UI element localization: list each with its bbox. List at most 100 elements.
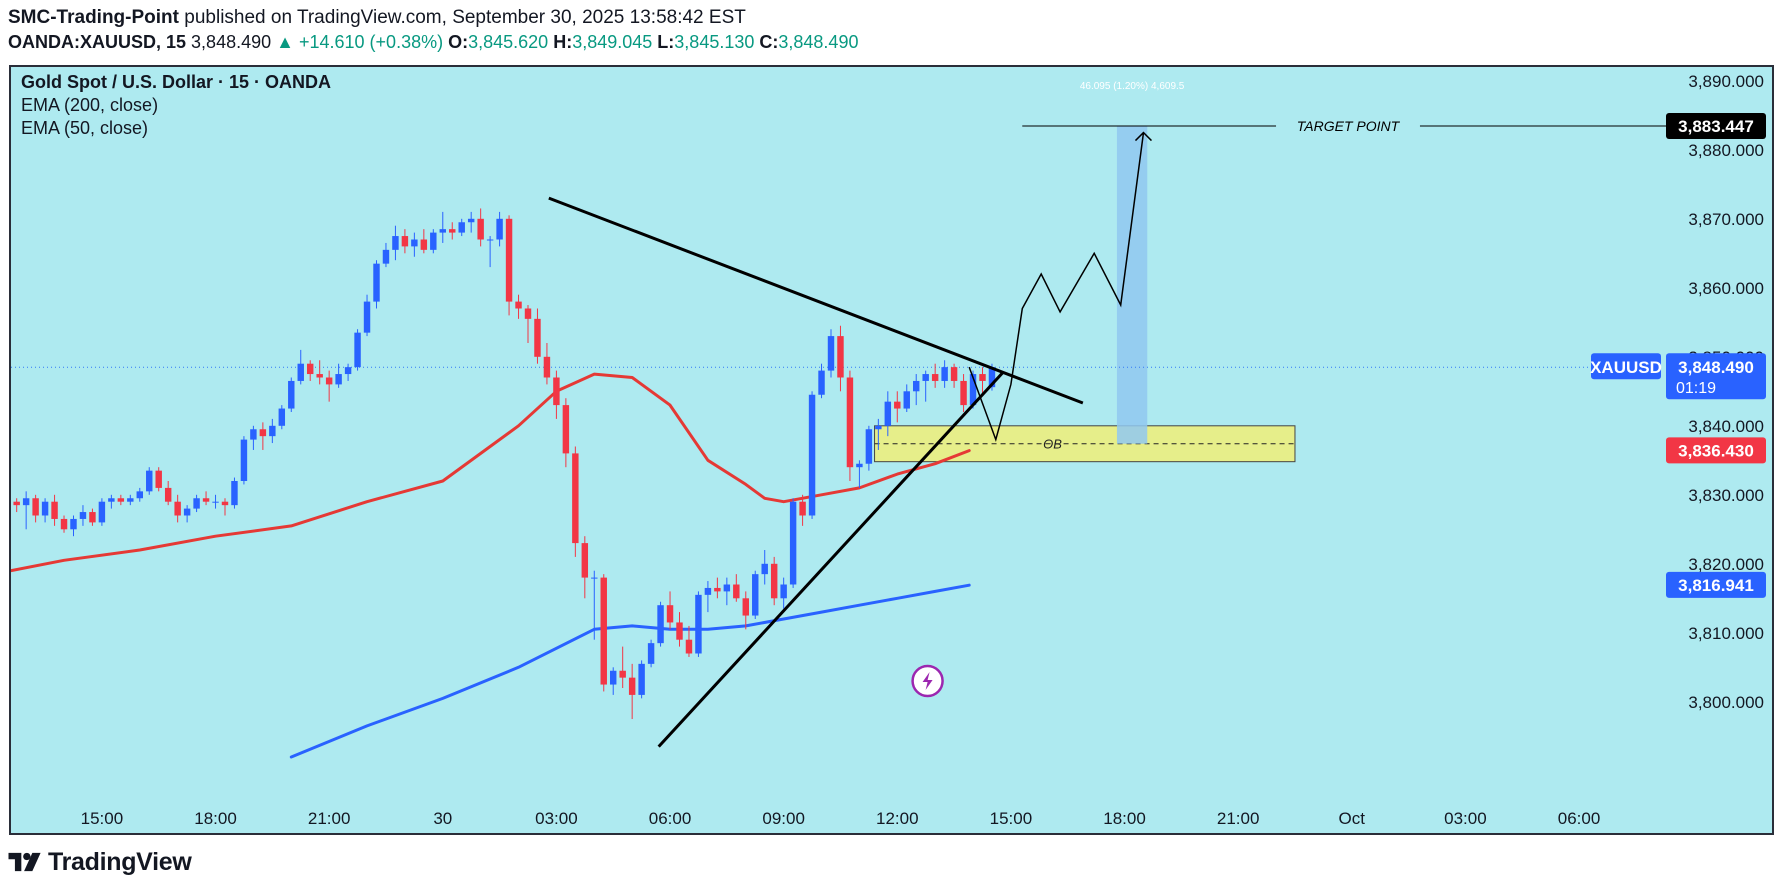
candle-body: [449, 229, 456, 233]
candle-body: [733, 584, 740, 599]
lightning-bolt-icon: [922, 672, 933, 690]
candle-body: [875, 425, 882, 430]
candle-body: [174, 501, 181, 516]
x-axis-tick-label: 06:00: [1558, 809, 1601, 828]
y-axis-tick-label: 3,880.000: [1688, 141, 1764, 160]
candle-body: [183, 508, 191, 516]
candle-body: [354, 332, 361, 368]
candle-body: [240, 439, 248, 481]
candle-body: [591, 577, 598, 579]
candle-body: [325, 377, 333, 385]
candle-body: [742, 598, 749, 616]
x-axis-tick-label: 03:00: [1444, 809, 1487, 828]
candle-body: [572, 453, 579, 544]
candle-body: [543, 356, 551, 378]
candle-body: [856, 463, 863, 468]
candle-body: [231, 481, 238, 506]
candle-body: [146, 470, 153, 492]
candle-body: [770, 563, 778, 599]
candle-body: [430, 232, 437, 250]
chart-frame[interactable]: OB 46.095 (1.20%) 4,609.5 TARGET POINT 15:0…: [9, 65, 1774, 835]
candle-body: [780, 584, 787, 599]
candle-body: [922, 374, 929, 381]
legend-title: Gold Spot / U.S. Dollar · 15 · OANDA: [21, 72, 331, 92]
x-axis-tick-label: 12:00: [876, 809, 919, 828]
y-axis-tick-label: 3,860.000: [1688, 279, 1764, 298]
descending-trendline: [548, 196, 1084, 405]
symbol-badge: XAUUSD: [1590, 358, 1662, 377]
x-axis-tick-label: 18:00: [194, 809, 237, 828]
candle-body: [22, 498, 30, 506]
candle-body: [382, 249, 390, 264]
candle-body: [837, 336, 844, 378]
candle-body: [164, 487, 172, 502]
ema50-price-badge: 3,836.430: [1678, 441, 1754, 460]
x-axis-tick-label: 18:00: [1103, 809, 1146, 828]
candle-body: [846, 377, 854, 468]
candle-body: [515, 301, 522, 309]
y-axis-tick-label: 3,830.000: [1688, 486, 1764, 505]
candle-body: [581, 543, 589, 578]
candle-body: [373, 263, 380, 302]
last-price-badge-bg: [1666, 353, 1766, 400]
y-axis-tick-label: 3,800.000: [1688, 693, 1764, 712]
target-measure-text: 46.095 (1.20%) 4,609.5: [1080, 81, 1185, 92]
publisher-name[interactable]: SMC-Trading-Point: [8, 7, 179, 28]
y-axis-tick-label: 3,840.000: [1688, 417, 1764, 436]
candle-body: [752, 574, 759, 616]
projection-path: [968, 132, 1145, 443]
candle-body: [496, 218, 503, 240]
candle-body: [306, 363, 314, 375]
candle-body: [979, 374, 986, 381]
low-value: 3,845.130: [674, 32, 755, 52]
candle-body: [13, 501, 20, 506]
candle-body: [931, 374, 939, 381]
publish-date: published on TradingView.com, September …: [184, 7, 746, 28]
y-axis-tick-label: 3,870.000: [1688, 210, 1764, 229]
symbol-ohlc: OANDA:XAUUSD, 15 3,848.490 ▲ +14.610 (+0…: [8, 30, 1708, 54]
candle-body: [108, 498, 115, 502]
candle-body: [913, 380, 920, 392]
candle-body: [98, 501, 106, 523]
close-label: C:: [759, 32, 779, 52]
symbol-badge-bg: [1591, 353, 1661, 380]
candle-body: [316, 374, 323, 378]
change-up-icon: ▲: [276, 32, 294, 52]
candle-body: [193, 498, 200, 509]
candle-body: [335, 374, 342, 385]
candle-body: [202, 498, 210, 502]
candle-body: [297, 363, 304, 381]
candle-body: [534, 318, 541, 357]
price-chart[interactable]: OB 46.095 (1.20%) 4,609.5 TARGET POINT 15:0…: [11, 67, 1772, 833]
candle-body: [884, 401, 892, 426]
candle-body: [960, 380, 967, 406]
ema200-price-badge-bg: [1666, 571, 1766, 598]
last-price-badge: 3,848.490: [1678, 358, 1754, 377]
candle-body: [79, 512, 87, 519]
x-axis-tick-label: Oct: [1339, 809, 1366, 828]
candle-body: [619, 670, 626, 678]
candle-body: [524, 308, 532, 319]
candle-body: [628, 677, 636, 695]
target-price-badge: 3,883.447: [1678, 117, 1754, 136]
order-block-label: OB: [1043, 437, 1062, 452]
candle-body: [401, 236, 409, 247]
last-price: 3,848.490: [191, 32, 272, 52]
candle-body: [676, 622, 683, 640]
target-point-label: TARGET POINT: [1297, 118, 1401, 134]
candle-body: [89, 512, 96, 523]
price-change: +14.610 (+0.38%): [298, 32, 444, 52]
candle-body: [714, 587, 721, 592]
candle-body: [278, 408, 286, 426]
tradingview-logo-icon: [8, 852, 41, 872]
candle-body: [363, 301, 371, 333]
candle-body: [950, 367, 958, 381]
candle-body: [127, 498, 134, 502]
tradingview-brand[interactable]: TradingView: [48, 847, 192, 876]
candle-body: [894, 401, 901, 409]
ema50-price-badge-bg: [1666, 437, 1766, 464]
candle-body: [562, 405, 570, 454]
candle-body: [250, 429, 257, 440]
countdown-timer: 01:19: [1676, 380, 1716, 397]
candle-body: [392, 236, 399, 250]
